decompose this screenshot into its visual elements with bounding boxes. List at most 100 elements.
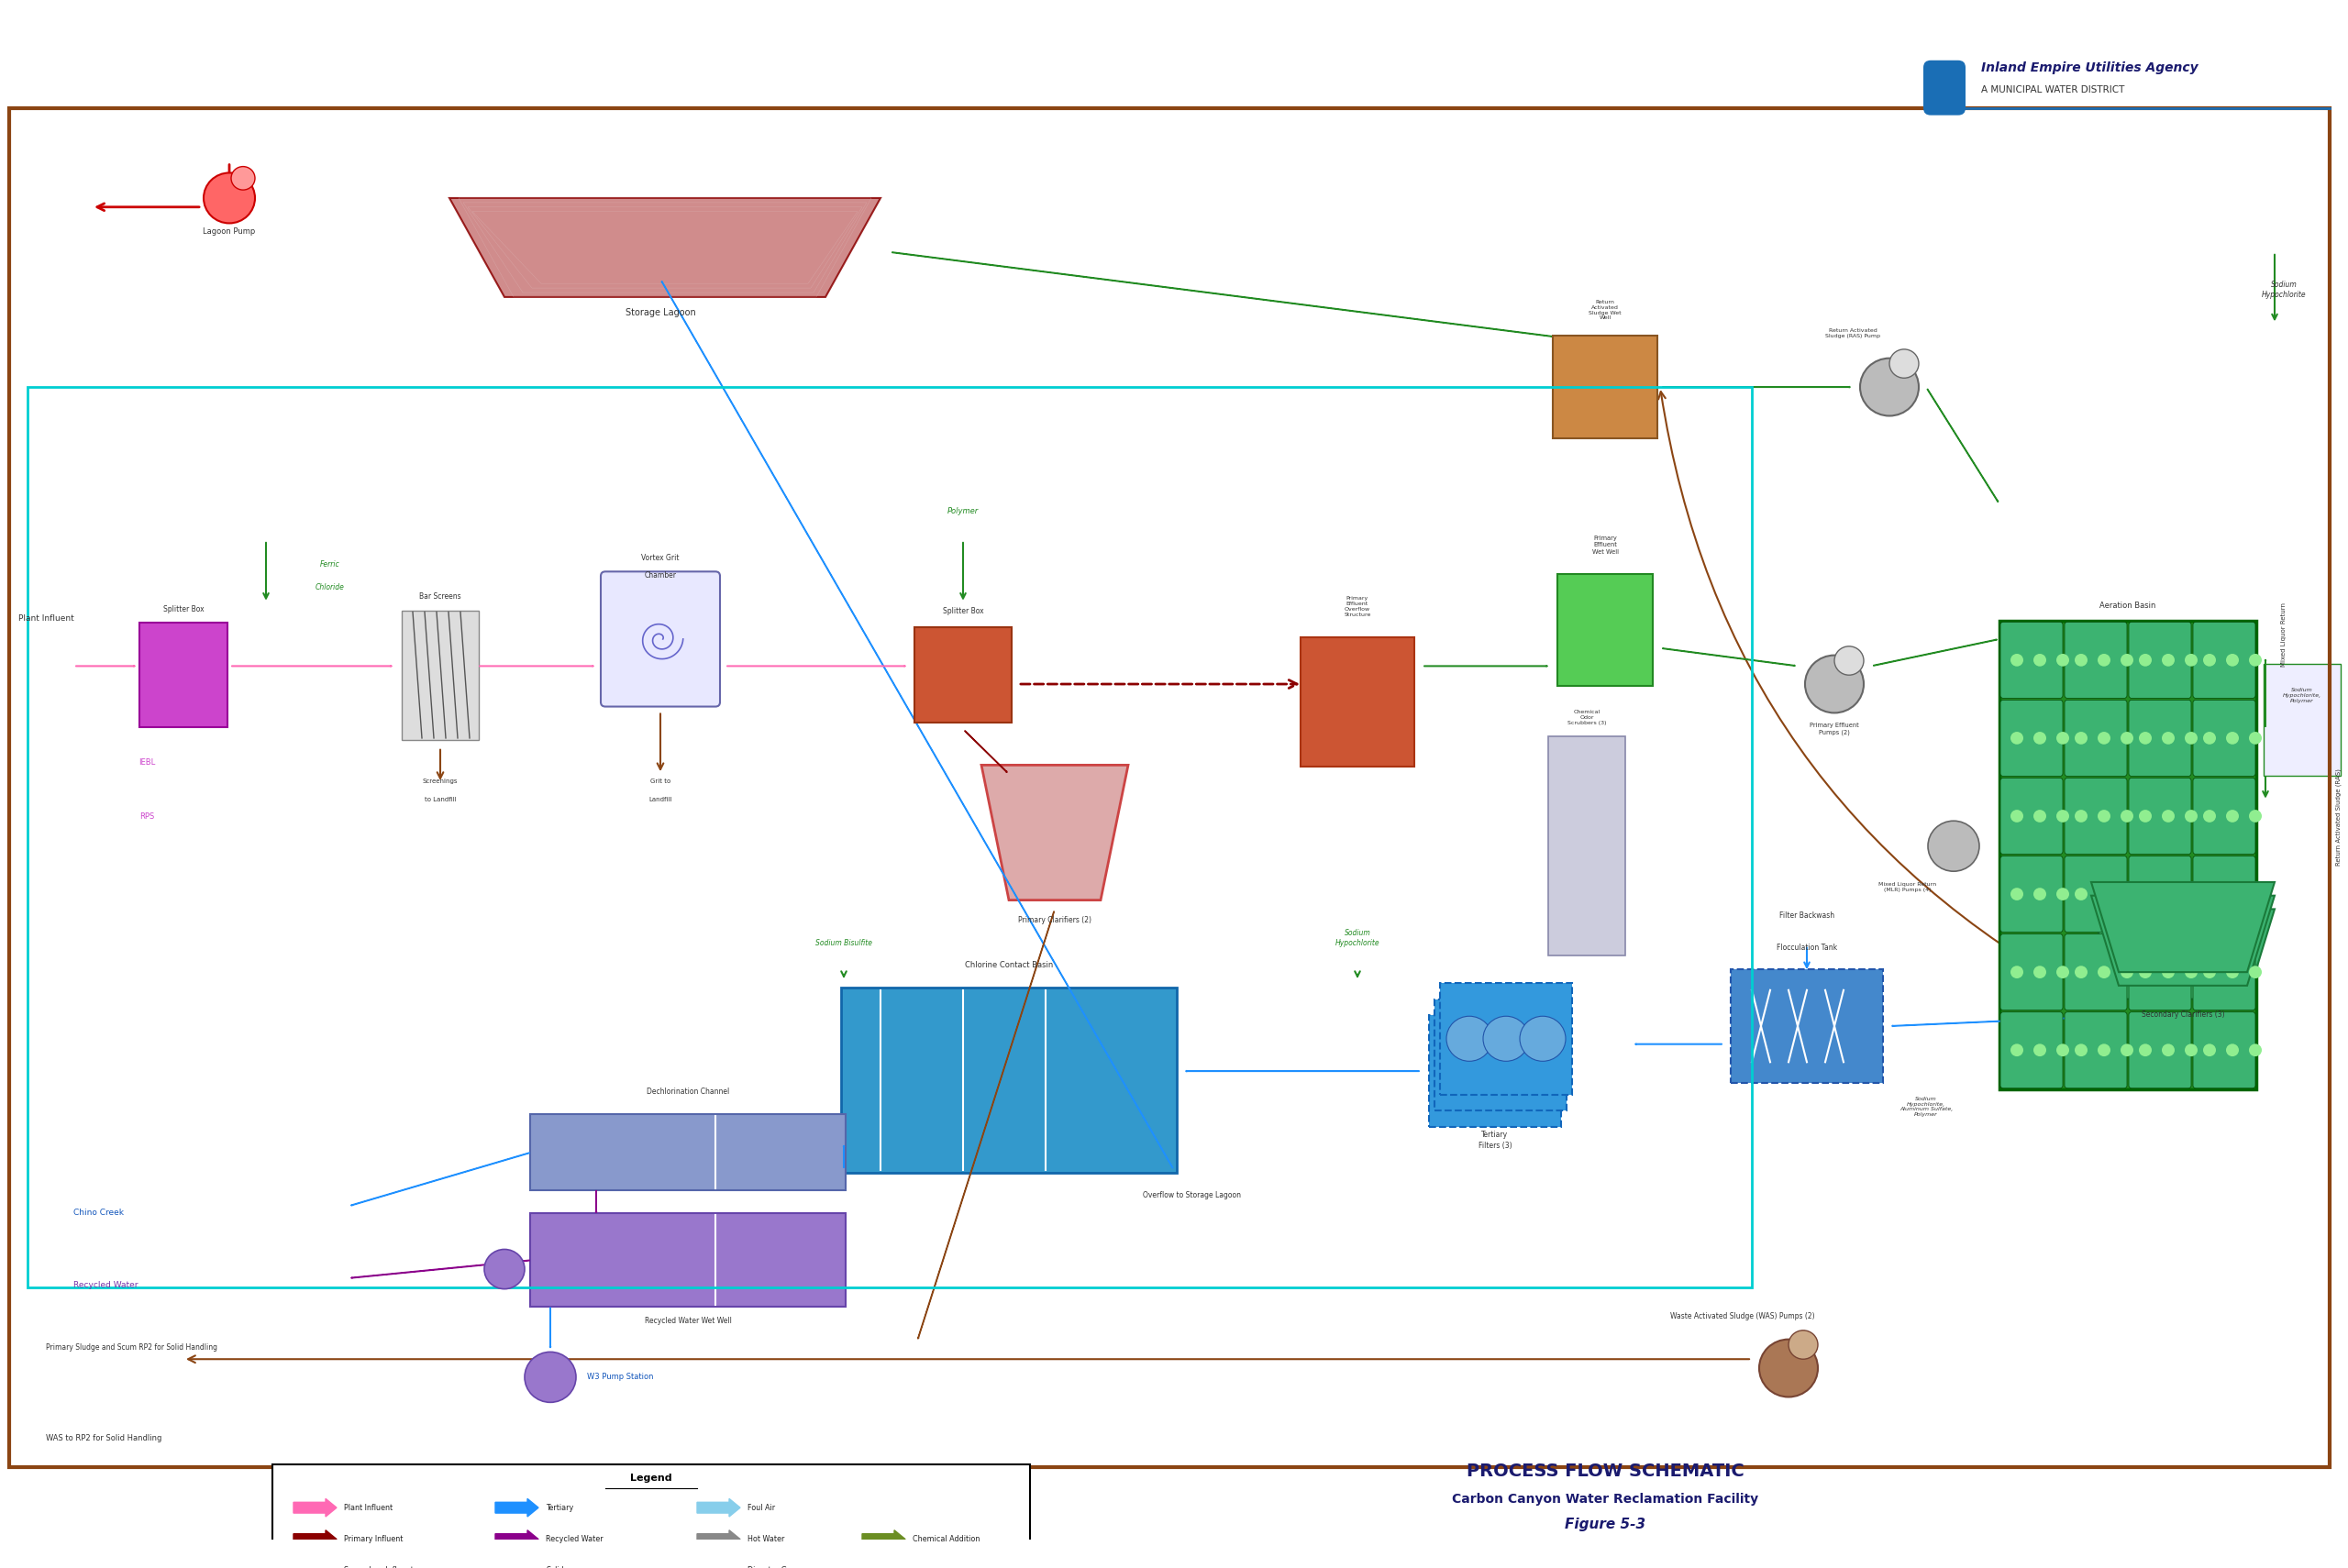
Text: Secondary Clarifiers (3): Secondary Clarifiers (3) bbox=[2141, 1011, 2224, 1019]
FancyArrowPatch shape bbox=[965, 731, 1007, 773]
Circle shape bbox=[2202, 1044, 2217, 1057]
Text: WAS to RP2 for Solid Handling: WAS to RP2 for Solid Handling bbox=[47, 1433, 162, 1443]
Text: Flocculation Tank: Flocculation Tank bbox=[1777, 944, 1836, 952]
FancyBboxPatch shape bbox=[2000, 935, 2064, 1010]
Circle shape bbox=[2120, 966, 2134, 978]
Circle shape bbox=[2184, 732, 2198, 745]
FancyBboxPatch shape bbox=[1430, 1016, 1561, 1127]
Text: Chino Creek: Chino Creek bbox=[73, 1209, 124, 1217]
FancyArrow shape bbox=[294, 1499, 336, 1516]
Text: Primary Influent: Primary Influent bbox=[343, 1535, 404, 1543]
Circle shape bbox=[2076, 732, 2087, 745]
Text: Chemical Addition: Chemical Addition bbox=[913, 1535, 979, 1543]
FancyBboxPatch shape bbox=[2000, 1011, 2064, 1088]
Polygon shape bbox=[2092, 895, 2275, 986]
Text: Figure 5-3: Figure 5-3 bbox=[1564, 1518, 1646, 1530]
FancyBboxPatch shape bbox=[2064, 778, 2127, 855]
Circle shape bbox=[2033, 732, 2045, 745]
FancyArrowPatch shape bbox=[1874, 640, 1998, 666]
FancyBboxPatch shape bbox=[1435, 999, 1566, 1110]
Circle shape bbox=[2202, 887, 2217, 900]
Text: IEBL: IEBL bbox=[139, 759, 155, 767]
Circle shape bbox=[1472, 1049, 1517, 1093]
Text: Return
Activated
Sludge Wet
Well: Return Activated Sludge Wet Well bbox=[1590, 299, 1622, 320]
FancyBboxPatch shape bbox=[2193, 699, 2256, 776]
FancyBboxPatch shape bbox=[139, 622, 228, 728]
FancyBboxPatch shape bbox=[1557, 574, 1653, 685]
Circle shape bbox=[2010, 1044, 2024, 1057]
Circle shape bbox=[2097, 654, 2111, 666]
FancyArrowPatch shape bbox=[892, 252, 1594, 342]
Text: Polymer: Polymer bbox=[946, 506, 979, 514]
Text: Plant Influent: Plant Influent bbox=[19, 615, 75, 622]
Circle shape bbox=[2249, 966, 2261, 978]
Circle shape bbox=[2184, 966, 2198, 978]
Text: Recycled Water Wet Well: Recycled Water Wet Well bbox=[643, 1317, 730, 1325]
Circle shape bbox=[2139, 1044, 2151, 1057]
Circle shape bbox=[1890, 350, 1918, 378]
Circle shape bbox=[2120, 1044, 2134, 1057]
Circle shape bbox=[2076, 1044, 2087, 1057]
Polygon shape bbox=[981, 765, 1127, 900]
Circle shape bbox=[2057, 732, 2069, 745]
Circle shape bbox=[2226, 809, 2240, 822]
Circle shape bbox=[2010, 887, 2024, 900]
Circle shape bbox=[2076, 966, 2087, 978]
Circle shape bbox=[2097, 809, 2111, 822]
Circle shape bbox=[2163, 887, 2174, 900]
FancyBboxPatch shape bbox=[1923, 60, 1965, 114]
FancyArrow shape bbox=[697, 1530, 740, 1548]
Text: Grit to: Grit to bbox=[650, 778, 672, 784]
Text: Dechlorination Channel: Dechlorination Channel bbox=[646, 1087, 730, 1096]
FancyArrow shape bbox=[495, 1499, 538, 1516]
Text: to Landfill: to Landfill bbox=[425, 797, 456, 801]
Text: PROCESS FLOW SCHEMATIC: PROCESS FLOW SCHEMATIC bbox=[1465, 1463, 1745, 1480]
FancyBboxPatch shape bbox=[2130, 699, 2191, 776]
Circle shape bbox=[2033, 654, 2045, 666]
FancyBboxPatch shape bbox=[1301, 637, 1413, 767]
FancyBboxPatch shape bbox=[1730, 969, 1883, 1083]
Text: Chlorine Contact Basin: Chlorine Contact Basin bbox=[965, 961, 1052, 969]
FancyBboxPatch shape bbox=[1547, 737, 1625, 956]
Text: Return Activated Sludge (RAS): Return Activated Sludge (RAS) bbox=[2336, 768, 2341, 866]
Circle shape bbox=[2033, 1044, 2045, 1057]
Text: A MUNICIPAL WATER DISTRICT: A MUNICIPAL WATER DISTRICT bbox=[1982, 85, 2125, 94]
Circle shape bbox=[2097, 732, 2111, 745]
Circle shape bbox=[2226, 887, 2240, 900]
Circle shape bbox=[1789, 1330, 1817, 1359]
Circle shape bbox=[2076, 887, 2087, 900]
Circle shape bbox=[1759, 1339, 1817, 1397]
Circle shape bbox=[2139, 966, 2151, 978]
Text: Carbon Canyon Water Reclamation Facility: Carbon Canyon Water Reclamation Facility bbox=[1451, 1493, 1759, 1505]
Circle shape bbox=[2097, 1044, 2111, 1057]
FancyBboxPatch shape bbox=[272, 1465, 1031, 1568]
Text: Splitter Box: Splitter Box bbox=[162, 605, 204, 615]
Circle shape bbox=[1860, 358, 1918, 416]
Circle shape bbox=[2163, 1044, 2174, 1057]
Circle shape bbox=[2033, 809, 2045, 822]
Circle shape bbox=[2057, 1044, 2069, 1057]
FancyBboxPatch shape bbox=[2130, 778, 2191, 855]
Text: Aeration Basin: Aeration Basin bbox=[2099, 601, 2155, 610]
Text: Sodium
Hypochlorite,
Aluminum Sulfate,
Polymer: Sodium Hypochlorite, Aluminum Sulfate, P… bbox=[1900, 1096, 1954, 1116]
FancyBboxPatch shape bbox=[2130, 935, 2191, 1010]
Text: Chloride: Chloride bbox=[315, 583, 345, 591]
Circle shape bbox=[2010, 966, 2024, 978]
Circle shape bbox=[204, 172, 256, 223]
Text: Primary Sludge and Scum RP2 for Solid Handling: Primary Sludge and Scum RP2 for Solid Ha… bbox=[47, 1344, 218, 1352]
Text: Sodium
Hypochlorite: Sodium Hypochlorite bbox=[2261, 281, 2306, 299]
FancyBboxPatch shape bbox=[2000, 622, 2064, 698]
Circle shape bbox=[2139, 809, 2151, 822]
FancyBboxPatch shape bbox=[2130, 856, 2191, 933]
Circle shape bbox=[1514, 1032, 1559, 1077]
FancyArrowPatch shape bbox=[1662, 648, 1796, 666]
Circle shape bbox=[2057, 887, 2069, 900]
Circle shape bbox=[1519, 1016, 1566, 1062]
Circle shape bbox=[2249, 654, 2261, 666]
Circle shape bbox=[1477, 1032, 1524, 1077]
Text: Bar Screens: Bar Screens bbox=[420, 593, 460, 601]
Text: Mixed Liquor Return: Mixed Liquor Return bbox=[2280, 602, 2287, 666]
Text: Chamber: Chamber bbox=[643, 571, 676, 580]
FancyBboxPatch shape bbox=[2000, 856, 2064, 933]
FancyBboxPatch shape bbox=[2193, 856, 2256, 933]
